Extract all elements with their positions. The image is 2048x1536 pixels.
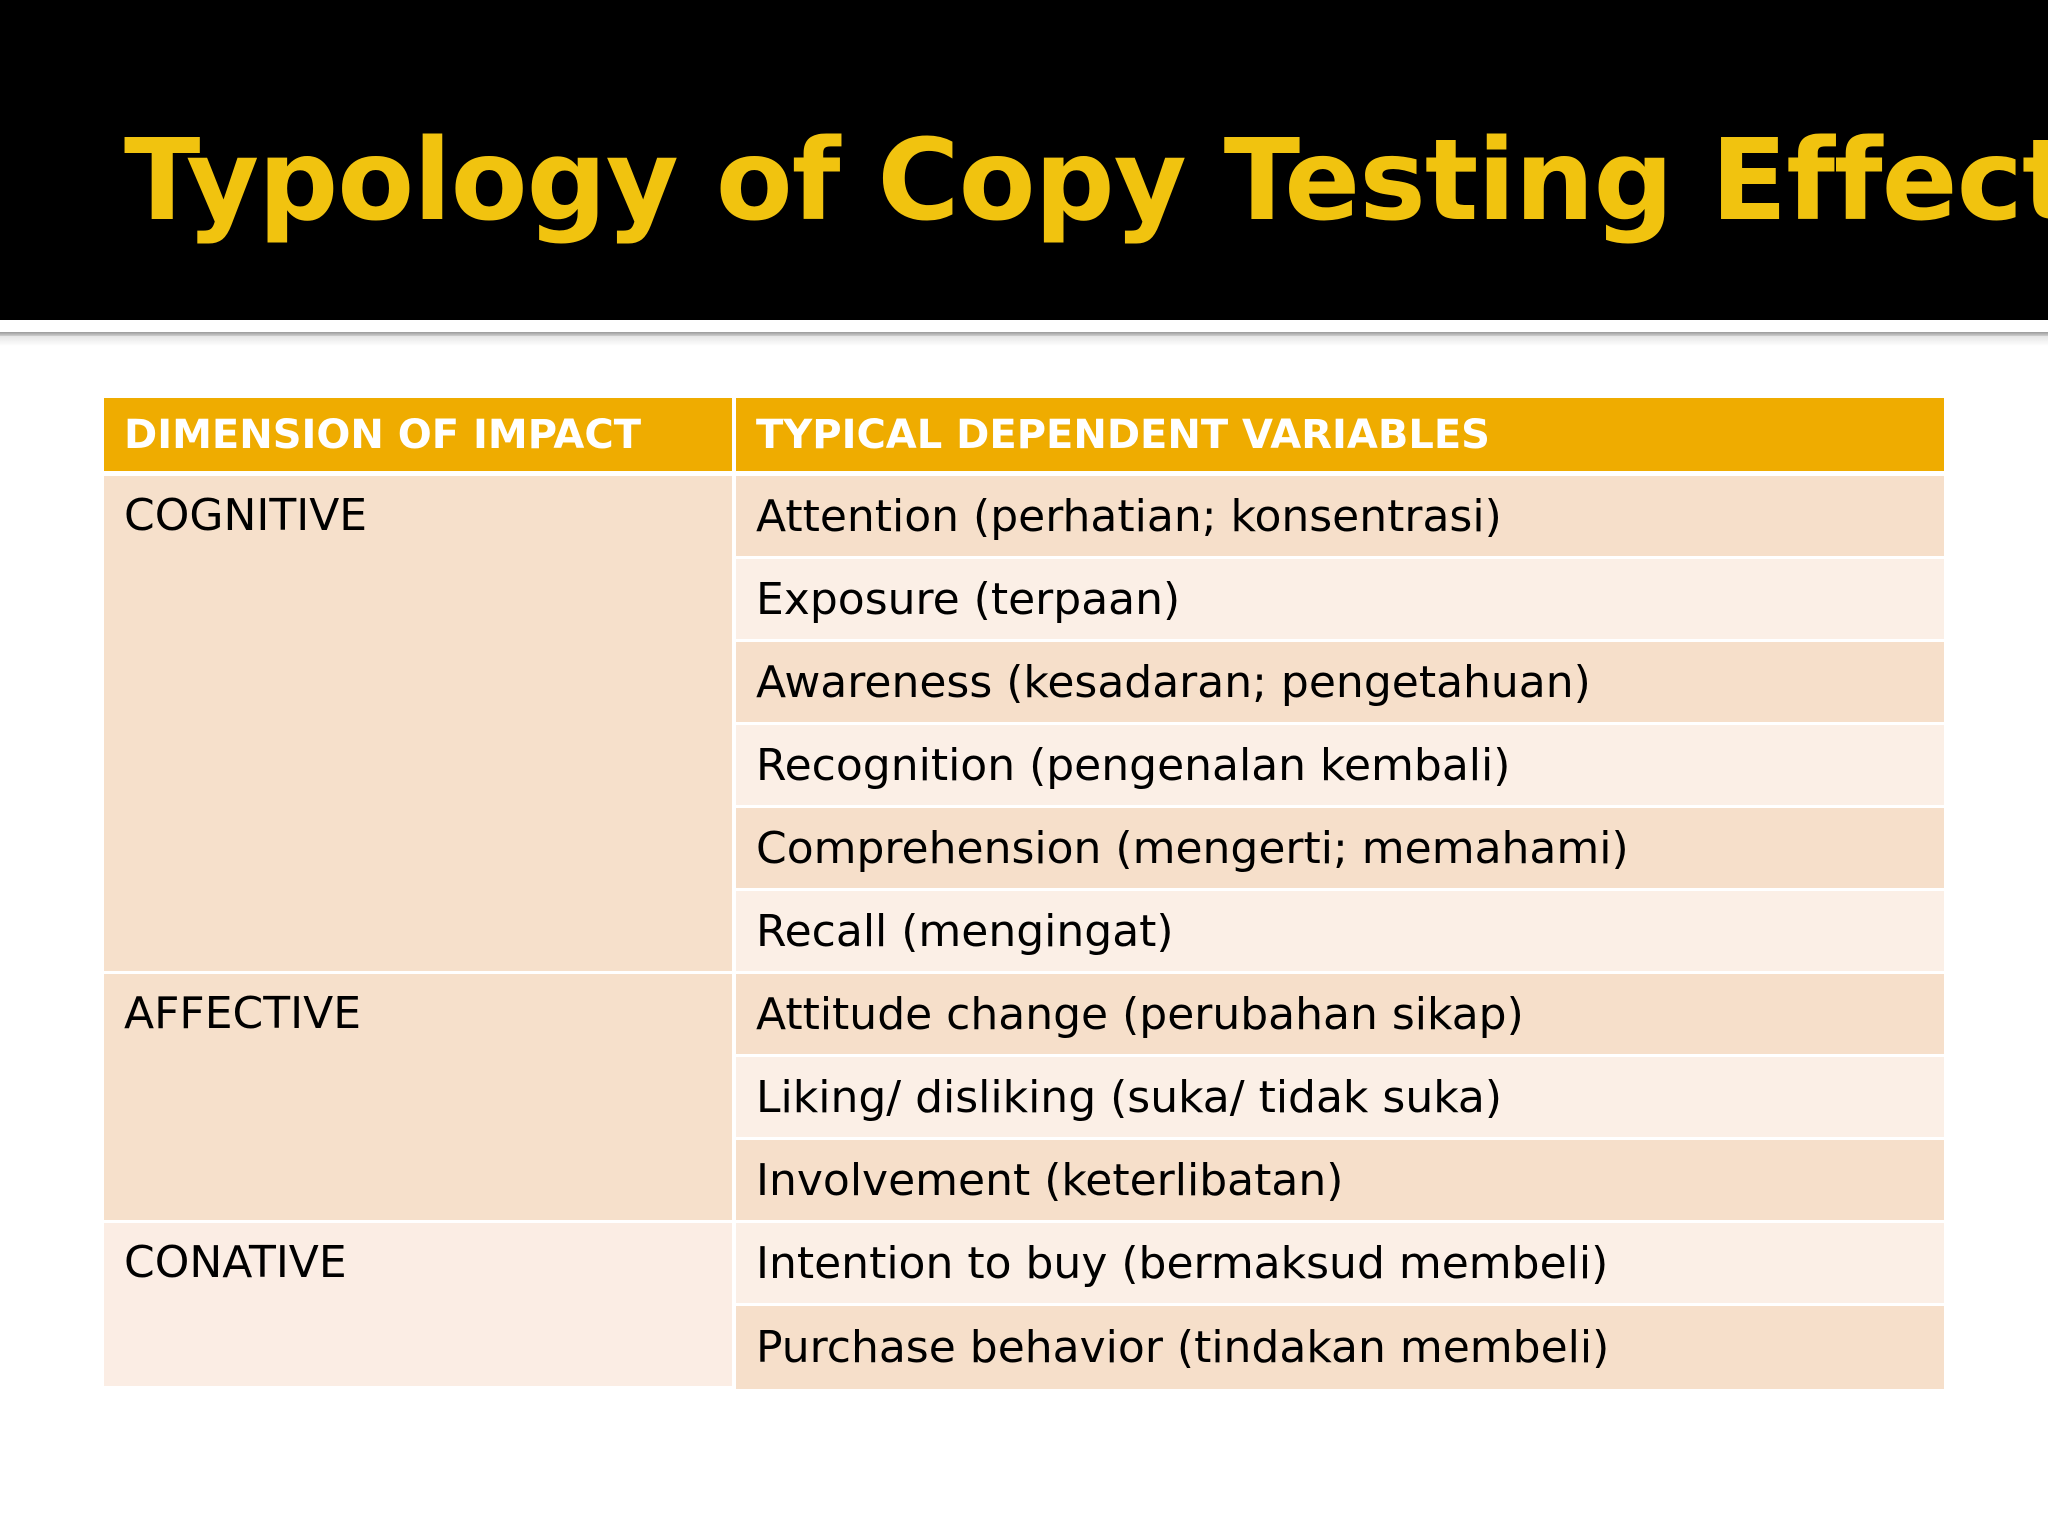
- table-header-row: DIMENSION OF IMPACT TYPICAL DEPENDENT VA…: [104, 398, 1944, 476]
- variable-cell: Awareness (kesadaran; pengetahuan): [736, 642, 1944, 725]
- table-row: Recall (mengingat): [104, 891, 1944, 974]
- variable-cell: Purchase behavior (tindakan membeli): [736, 1306, 1944, 1389]
- table-row: Purchase behavior (tindakan membeli): [104, 1306, 1944, 1389]
- table-row: Exposure (terpaan): [104, 559, 1944, 642]
- variable-cell: Liking/ disliking (suka/ tidak suka): [736, 1057, 1944, 1140]
- title-bar: Typology of Copy Testing Effects: [0, 0, 2048, 320]
- title-divider-gap: [0, 320, 2048, 332]
- table-row: CONATIVE Intention to buy (bermaksud mem…: [104, 1223, 1944, 1389]
- title-divider-shadow: [0, 336, 2048, 346]
- variable-cell: Involvement (keterlibatan): [736, 1140, 1944, 1223]
- title-divider-line: [0, 332, 2048, 336]
- variable-cell: Recognition (pengenalan kembali): [736, 725, 1944, 808]
- header-variables: TYPICAL DEPENDENT VARIABLES: [736, 398, 1944, 476]
- table-row: COGNITIVE Attention (perhatian; konsentr…: [104, 476, 1944, 974]
- copy-testing-table: DIMENSION OF IMPACT TYPICAL DEPENDENT VA…: [104, 398, 1944, 1389]
- variable-cell: Attitude change (perubahan sikap): [736, 974, 1944, 1057]
- table-row: Comprehension (mengerti; memahami): [104, 808, 1944, 891]
- variable-cell: Recall (mengingat): [736, 891, 1944, 974]
- variable-cell: Intention to buy (bermaksud membeli): [736, 1223, 1944, 1306]
- dimension-affective: AFFECTIVE: [104, 974, 736, 1223]
- table-row: Recognition (pengenalan kembali): [104, 725, 1944, 808]
- variable-cell: Comprehension (mengerti; memahami): [736, 808, 1944, 891]
- header-dimension: DIMENSION OF IMPACT: [104, 398, 736, 476]
- slide-title: Typology of Copy Testing Effects: [124, 116, 2048, 246]
- dimension-conative: CONATIVE: [104, 1223, 736, 1389]
- table-row: AFFECTIVE Attitude change (perubahan sik…: [104, 974, 1944, 1223]
- table-row: Awareness (kesadaran; pengetahuan): [104, 642, 1944, 725]
- table-row: Liking/ disliking (suka/ tidak suka): [104, 1057, 1944, 1140]
- variable-cell: Attention (perhatian; konsentrasi): [736, 476, 1944, 559]
- table-row: Involvement (keterlibatan): [104, 1140, 1944, 1223]
- variable-cell: Exposure (terpaan): [736, 559, 1944, 642]
- dimension-cognitive: COGNITIVE: [104, 476, 736, 974]
